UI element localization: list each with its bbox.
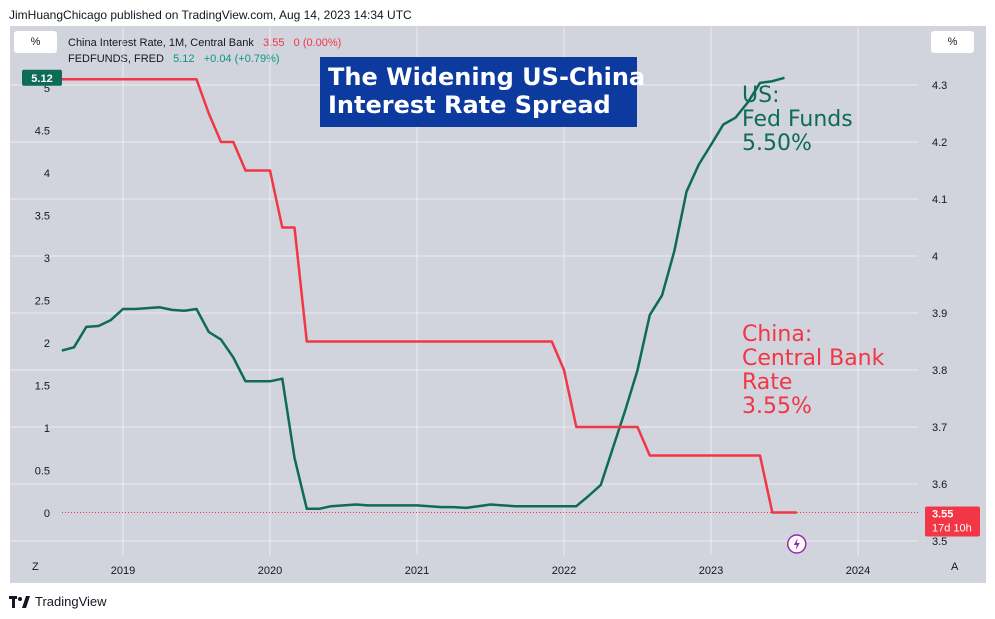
lightning-bolt-icon: [793, 538, 800, 550]
x-tick-label: 2021: [405, 565, 429, 577]
y-left-tick-label: 4.5: [35, 126, 50, 138]
china-value-badge-label: 3.55: [932, 509, 953, 521]
title-line: Interest Rate Spread: [328, 91, 611, 119]
x-tick-label: 2024: [846, 565, 870, 577]
legend-name: FEDFUNDS, FRED: [68, 53, 164, 65]
legend-row-fedfunds[interactable]: FEDFUNDS, FRED 5.12 +0.04 (+0.79%): [68, 51, 341, 67]
fedfunds-value-badge: [22, 69, 62, 86]
chart-legend: China Interest Rate, 1M, Central Bank 3.…: [68, 35, 341, 67]
china-annotation: China: Central Bank Rate 3.55%: [742, 323, 884, 419]
title-line: The Widening US-China: [328, 63, 646, 91]
y-right-tick-label: 4.1: [932, 194, 947, 206]
right-percent-button[interactable]: %: [931, 31, 974, 53]
legend-row-china[interactable]: China Interest Rate, 1M, Central Bank 3.…: [68, 35, 341, 51]
y-right-tick-label: 3.8: [932, 365, 947, 377]
y-right-tick-label: 3.7: [932, 422, 947, 434]
annotation-line: Central Bank: [742, 346, 885, 371]
left-percent-button[interactable]: %: [14, 31, 57, 53]
annotation-line: China:: [742, 322, 813, 347]
log-scale-toggle[interactable]: Z: [32, 561, 39, 573]
annotation-line: Fed Funds: [742, 107, 853, 132]
y-right-tick-label: 4.3: [932, 80, 947, 92]
y-right-tick-label: 3.9: [932, 308, 947, 320]
y-left-tick-label: 1: [44, 423, 50, 435]
chart-panel[interactable]: % % China Interest Rate, 1M, Central Ban…: [10, 26, 986, 583]
chart-title: The Widening US-China Interest Rate Spre…: [320, 57, 646, 127]
y-left-tick-label: 4: [44, 168, 50, 180]
fedfunds-value-badge-label: 5.12: [31, 73, 52, 85]
china-countdown-label: 17d 10h: [932, 523, 972, 535]
y-right-tick-label: 3.6: [932, 479, 947, 491]
auto-scale-toggle[interactable]: A: [951, 561, 959, 573]
x-tick-label: 2023: [699, 565, 723, 577]
china-rate-line: [61, 78, 797, 514]
x-tick-label: 2020: [258, 565, 282, 577]
brand-label: TradingView: [35, 594, 107, 609]
annotation-line: Rate: [742, 370, 793, 395]
tradingview-logo-icon: [9, 595, 30, 608]
legend-value: 5.12: [173, 53, 195, 65]
y-left-tick-label: 3.5: [35, 211, 50, 223]
annotation-line: 5.50%: [742, 131, 812, 156]
legend-change: +0.04 (+0.79%): [203, 53, 280, 65]
tradingview-brand[interactable]: TradingView: [9, 594, 107, 609]
publish-attribution: JimHuangChicago published on TradingView…: [9, 8, 412, 22]
us-annotation: US: Fed Funds 5.50%: [742, 84, 853, 156]
y-right-tick-label: 4.2: [932, 137, 947, 149]
y-right-tick-label: 4: [932, 251, 938, 263]
y-left-tick-label: 2.5: [35, 296, 50, 308]
x-tick-label: 2022: [552, 565, 576, 577]
fedfunds-line: [61, 76, 785, 511]
y-left-tick-label: 5: [44, 83, 50, 95]
legend-name: China Interest Rate, 1M, Central Bank: [68, 37, 254, 49]
annotation-line: 3.55%: [742, 394, 812, 419]
legend-value: 3.55: [263, 37, 285, 49]
y-left-tick-label: 0: [44, 508, 50, 520]
y-left-tick-label: 2: [44, 338, 50, 350]
annotation-line: US:: [742, 83, 780, 108]
legend-change: 0 (0.00%): [293, 37, 342, 49]
y-left-tick-label: 1.5: [35, 381, 50, 393]
china-value-badge: [925, 506, 980, 537]
y-left-tick-label: 0.5: [35, 466, 50, 478]
x-tick-label: 2019: [111, 565, 135, 577]
y-right-tick-label: 3.5: [932, 536, 947, 548]
y-left-tick-label: 3: [44, 253, 50, 265]
